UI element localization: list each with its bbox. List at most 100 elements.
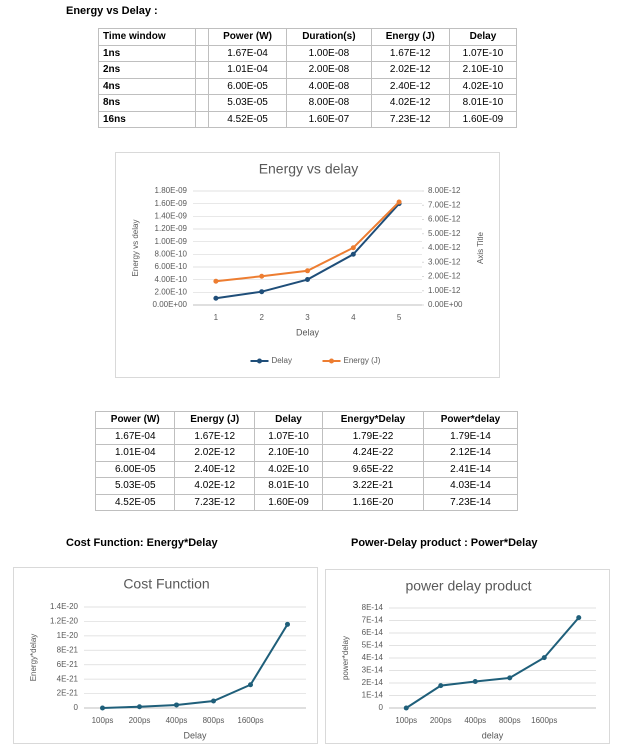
row: 6.00E-05 2.40E-12 4.02E-10 9.65E-22 2.41E-14 xyxy=(94,460,519,478)
data-point xyxy=(350,251,356,257)
y2-tick-label: 5.00E-12 xyxy=(428,229,461,238)
x-tick-label: 1 xyxy=(214,313,219,322)
cell: 8.01E-10 xyxy=(253,477,324,495)
data-point xyxy=(576,615,582,621)
cell: 2.02E-12 xyxy=(370,61,450,79)
cell: 7.23E-12 xyxy=(370,110,450,128)
cell: 2.00E-08 xyxy=(286,61,372,79)
cell: 7.23E-12 xyxy=(174,493,255,511)
header-cell: Energy (J) xyxy=(370,28,450,46)
data-point xyxy=(285,621,290,627)
y2-tick-label: 3.00E-12 xyxy=(428,257,461,266)
data-point xyxy=(259,273,265,279)
x-axis-label: delay xyxy=(482,730,504,740)
data-point xyxy=(137,704,142,710)
y-tick-label: 1.00E-09 xyxy=(155,237,188,246)
y-tick-label: 8E-21 xyxy=(57,645,79,654)
cell: 9.65E-22 xyxy=(322,460,424,478)
cell: 1.67E-12 xyxy=(370,44,450,62)
y-tick-label: 1.2E-20 xyxy=(50,617,79,626)
cell: 1.00E-08 xyxy=(286,44,372,62)
y-tick-label: 5E-14 xyxy=(362,641,384,650)
header-cell: Energy (J) xyxy=(174,411,255,429)
data-point xyxy=(259,289,265,295)
header-cell: Power*delay xyxy=(422,411,519,429)
y-tick-label: 6.00E-10 xyxy=(155,262,188,271)
chart: Cost Function 0 2E-21 4E-21 6E-21 8E-21 1E-20 1… xyxy=(13,567,318,744)
data-point xyxy=(403,705,409,711)
x-tick-label: 100ps xyxy=(395,716,417,725)
series-line xyxy=(215,202,400,300)
cell: 4.02E-10 xyxy=(448,77,518,95)
y2-tick-label: 6.00E-12 xyxy=(428,215,461,224)
spacer-cell xyxy=(194,110,209,128)
cell: 4.52E-05 xyxy=(94,493,176,511)
series-line xyxy=(102,623,289,709)
cell: 1ns xyxy=(98,44,196,62)
y2-tick-label: 2.00E-12 xyxy=(428,272,461,281)
cell: 1.79E-22 xyxy=(322,427,424,445)
cell: 8.00E-08 xyxy=(286,94,372,112)
series-line xyxy=(405,616,580,709)
cell: 3.22E-21 xyxy=(322,477,424,495)
header-cell: Duration(s) xyxy=(286,28,372,46)
data-point xyxy=(396,199,402,205)
cell: 1.60E-09 xyxy=(253,493,324,511)
chart-title: Energy vs delay xyxy=(259,161,359,177)
cell: 5.03E-05 xyxy=(207,94,288,112)
y2-tick-label: 1.00E-12 xyxy=(428,286,461,295)
y2-axis-label: Axis Title xyxy=(476,231,485,264)
x-axis-label: Delay xyxy=(296,327,320,337)
header-cell: Delay xyxy=(253,411,324,429)
cell: 1.01E-04 xyxy=(207,61,288,79)
data-point xyxy=(100,705,105,711)
cell: 4.03E-14 xyxy=(422,477,519,495)
x-tick-label: 100ps xyxy=(92,716,114,725)
chart: power delay product 0 1E-14 2E-14 3E-14 4E-14… xyxy=(325,569,610,744)
y-tick-label: 2E-21 xyxy=(57,689,79,698)
spacer-cell xyxy=(194,77,209,95)
y-tick-label: 1.40E-09 xyxy=(155,211,188,220)
cell: 7.23E-14 xyxy=(422,493,519,511)
row: 16ns 4.52E-05 1.60E-07 7.23E-12 1.60E-09 xyxy=(98,110,518,128)
cell: 1.79E-14 xyxy=(422,427,519,445)
cell: 4ns xyxy=(98,77,196,95)
cell: 4.02E-12 xyxy=(370,94,450,112)
cell: 1.67E-04 xyxy=(94,427,176,445)
data-point xyxy=(472,679,478,684)
cell: 1.01E-04 xyxy=(94,444,176,462)
data-point xyxy=(174,702,179,708)
x-tick-label: 200ps xyxy=(430,716,452,725)
y-tick-label: 1.20E-09 xyxy=(155,224,188,233)
y2-tick-label: 4.00E-12 xyxy=(428,243,461,252)
y-tick-label: 1E-20 xyxy=(57,631,79,640)
cell: 4.24E-22 xyxy=(322,444,424,462)
y2-tick-label: 7.00E-12 xyxy=(428,200,461,209)
y-tick-label: 4E-21 xyxy=(57,674,79,683)
cell: 2.10E-10 xyxy=(253,444,324,462)
x-tick-label: 800ps xyxy=(499,716,521,725)
data-point xyxy=(507,675,513,681)
header-cell: Power (W) xyxy=(207,28,288,46)
y-tick-label: 6E-21 xyxy=(57,660,79,669)
y-tick-label: 0 xyxy=(74,703,79,712)
x-tick-label: 4 xyxy=(351,313,356,322)
data-point xyxy=(211,698,216,704)
data-point xyxy=(438,683,444,689)
heading: Energy vs Delay : xyxy=(66,5,158,17)
spacer-cell xyxy=(194,44,209,62)
header-cell: Delay xyxy=(448,28,518,46)
row: 4ns 6.00E-05 4.00E-08 2.40E-12 4.02E-10 xyxy=(98,77,518,95)
y-axis-label: power*delay xyxy=(341,636,350,680)
chart-title: power delay product xyxy=(405,578,531,594)
y-axis-label: Energy vs delay xyxy=(131,220,140,277)
y-tick-label: 2E-14 xyxy=(362,678,384,687)
x-tick-label: 1600ps xyxy=(531,716,557,725)
data-point xyxy=(305,277,310,283)
data-point xyxy=(350,245,356,251)
header-row: Time window Power (W) Duration(s) Energy (J… xyxy=(98,28,518,46)
y-tick-label: 7E-14 xyxy=(362,616,384,625)
cell: 2.40E-12 xyxy=(370,77,450,95)
row: 1.01E-04 2.02E-12 2.10E-10 4.24E-22 2.12E-14 xyxy=(94,444,519,462)
